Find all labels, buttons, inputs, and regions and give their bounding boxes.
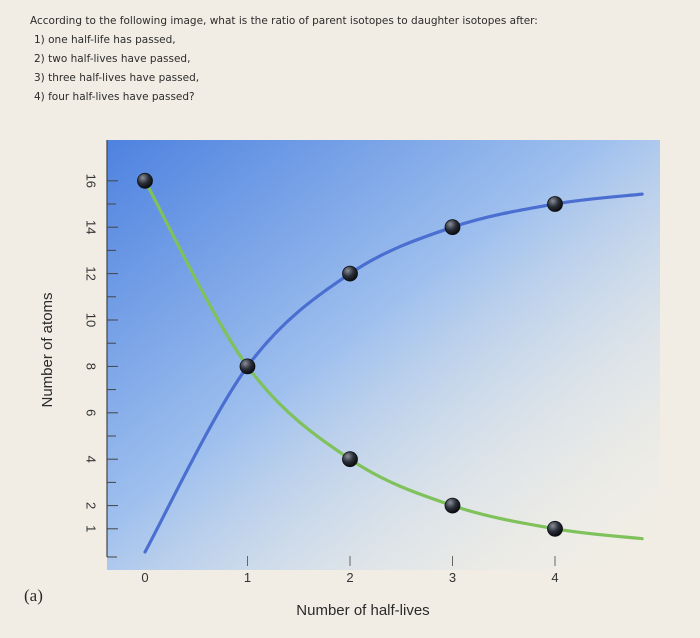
daughter-data-point xyxy=(342,265,358,282)
y-tick-label: 1 xyxy=(84,525,99,532)
x-tick-label: 2 xyxy=(346,570,353,585)
parent-data-point xyxy=(137,172,153,189)
question-prompt: According to the following image, what i… xyxy=(30,15,538,27)
question-item-4: 4) four half-lives have passed? xyxy=(34,91,195,103)
y-tick-label: 10 xyxy=(84,313,99,327)
parent-data-point xyxy=(547,520,563,537)
plot-background xyxy=(107,140,660,570)
x-tick-label: 4 xyxy=(551,570,558,585)
question-item-2: 2) two half-lives have passed, xyxy=(34,53,191,65)
y-tick-label: 2 xyxy=(84,502,99,509)
x-axis xyxy=(247,556,556,566)
question-item-1: 1) one half-life has passed, xyxy=(34,34,176,46)
y-tick-label: 4 xyxy=(84,456,99,463)
x-tick-label: 3 xyxy=(449,570,456,585)
x-tick-label: 1 xyxy=(244,570,251,585)
question-text: According to the following image, what i… xyxy=(30,12,670,107)
series-layer xyxy=(137,172,644,554)
daughter-data-point xyxy=(547,196,563,212)
x-axis-title: Number of half-lives xyxy=(296,602,429,619)
y-axis-title: Number of atoms xyxy=(39,292,56,407)
y-tick-label: 14 xyxy=(84,220,99,234)
question-item-3: 3) three half-lives have passed, xyxy=(34,72,200,84)
y-tick-label: 6 xyxy=(84,409,99,416)
y-tick-label: 8 xyxy=(84,363,99,370)
parent-data-point xyxy=(342,451,358,468)
y-axis xyxy=(106,140,118,558)
daughter-data-point xyxy=(444,219,461,236)
parent-data-point xyxy=(444,497,461,514)
parent-data-point xyxy=(239,358,256,375)
y-tick-label: 12 xyxy=(84,266,99,280)
panel-label: (a) xyxy=(24,586,43,605)
y-tick-label: 16 xyxy=(84,174,99,188)
x-tick-label: 0 xyxy=(141,570,148,585)
